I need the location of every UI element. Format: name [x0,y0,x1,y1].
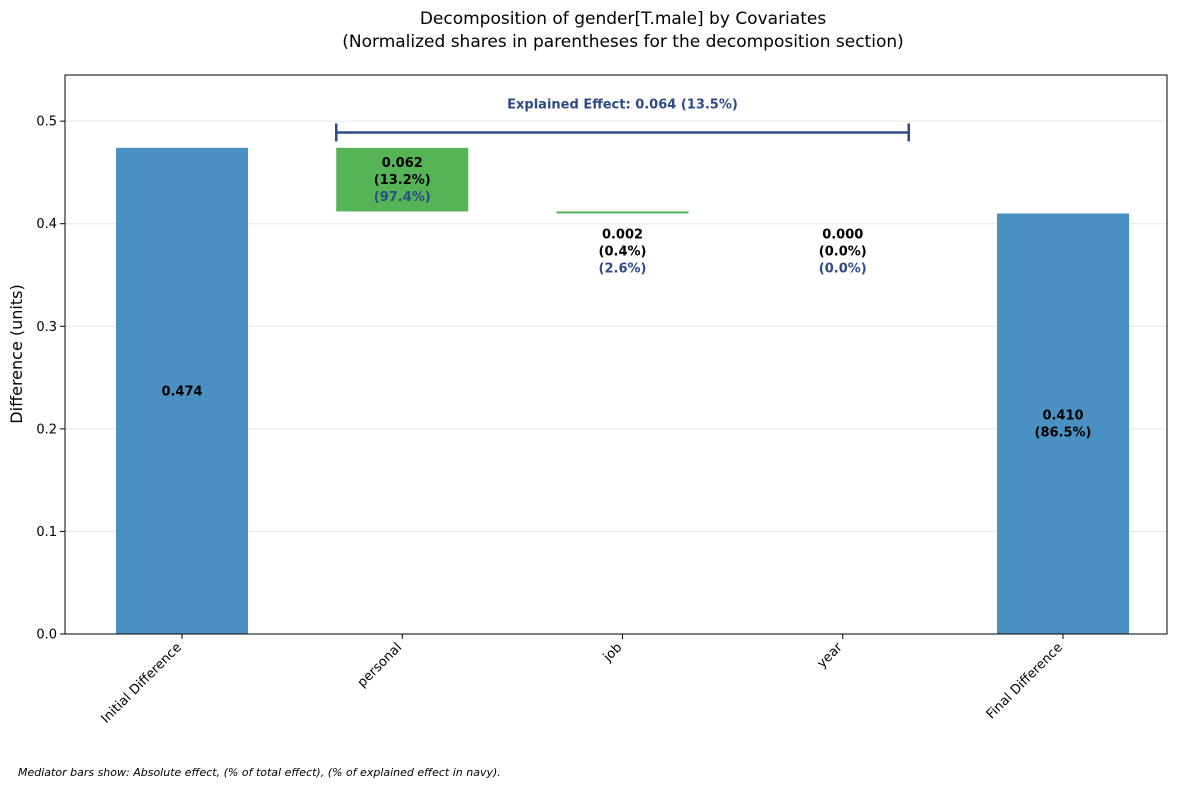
y-tick-label: 0.5 [36,115,57,130]
data-label: (86.5%) [1035,426,1092,441]
x-tick-label: personal [355,640,405,690]
bar-final-difference [997,213,1129,634]
data-label: (0.0%) [819,244,867,259]
x-tick-label: job [600,640,625,665]
data-label: (13.2%) [374,173,431,188]
chart-title-line1: Decomposition of gender[T.male] by Covar… [420,9,827,29]
data-label: 0.062 [382,156,423,171]
data-label: 0.410 [1042,409,1083,424]
bar-job [556,211,689,214]
data-label: (97.4%) [374,190,431,205]
chart-title-line2: (Normalized shares in parentheses for th… [342,32,904,52]
data-label: 0.474 [161,384,202,399]
y-tick-label: 0.4 [36,217,57,232]
bar-initial-difference [116,147,248,634]
data-label: 0.000 [822,227,863,242]
explained-effect-bracket: Explained Effect: 0.064 (13.5%) [335,97,910,142]
plot-frame [64,74,1168,635]
x-tick-label: year [814,640,846,672]
x-tick-label: Initial Difference [98,640,184,726]
bar-personal [336,147,469,212]
x-tick-label: Final Difference [984,640,1066,722]
footnote: Mediator bars show: Absolute effect, (% … [18,766,501,779]
data-labels-layer: 0.474 0.062 (13.2%) (97.4%) 0.002 (0.4%) (2.6%… [161,156,1091,441]
y-axis: 0.0 0.1 0.2 0.3 0.4 0.5 [36,115,65,643]
data-label: 0.002 [602,227,643,242]
y-axis-label: Difference (units) [7,284,26,423]
y-tick-label: 0.2 [36,422,57,437]
y-tick-label: 0.0 [36,628,57,643]
data-label: (0.0%) [819,261,867,276]
y-tick-label: 0.1 [36,525,57,540]
data-label: (0.4%) [599,244,647,259]
data-label: (2.6%) [599,261,647,276]
bars-layer [116,147,1129,634]
bracket-label: Explained Effect: 0.064 (13.5%) [507,97,738,112]
x-axis: Initial Difference personal job year Final D… [98,634,1066,727]
y-tick-label: 0.3 [36,320,57,335]
